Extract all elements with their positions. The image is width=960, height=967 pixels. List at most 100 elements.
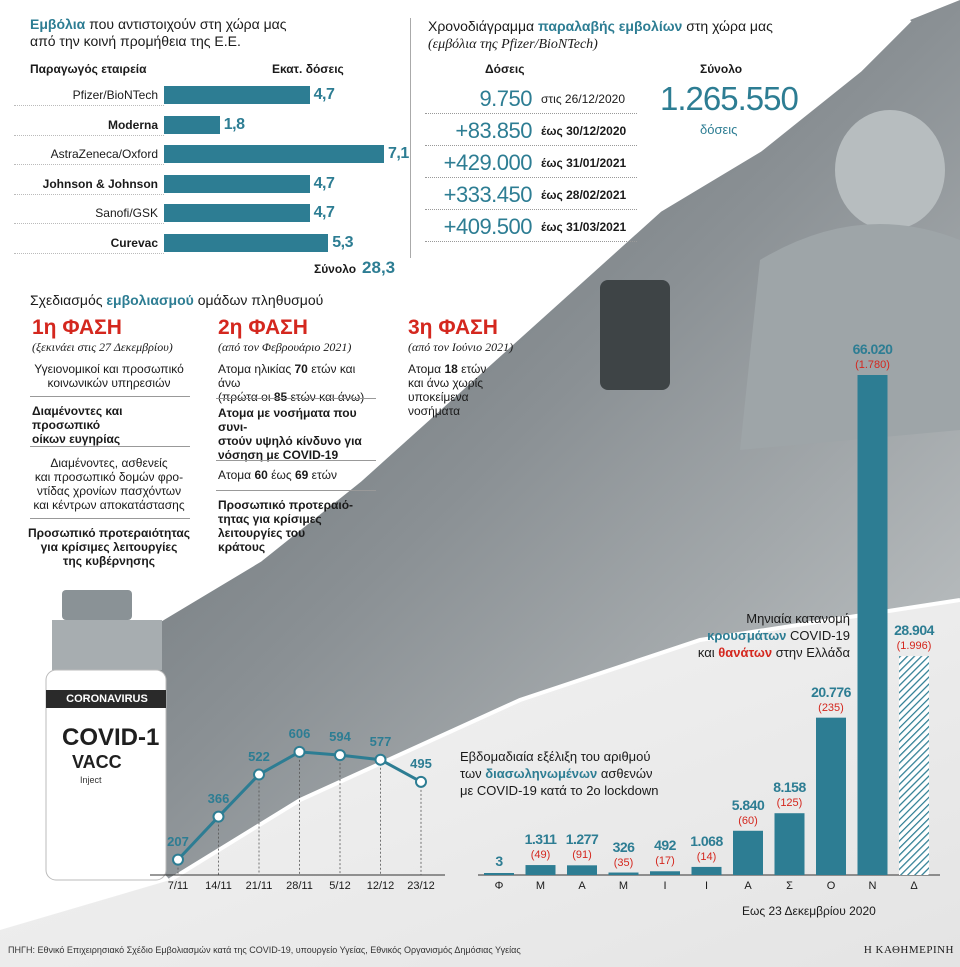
monthly-bar <box>733 830 763 875</box>
phase2-title: 2η ΦΑΣΗ <box>218 316 308 339</box>
timeline-date: έως 30/12/2020 <box>541 123 627 138</box>
monthly-bar <box>567 865 597 875</box>
monthly-case-label: 492 <box>654 837 676 854</box>
monthly-case-label: 1.311 <box>524 831 557 848</box>
vaccine-bar-row: AstraZeneca/Oxford 7,1 <box>14 143 409 165</box>
source-note: ΠΗΓΗ: Εθνικό Επιχειρησιακό Σχέδιο Εμβολι… <box>8 945 521 955</box>
weekly-value-label: 495 <box>410 755 432 771</box>
phase2-divider <box>216 490 376 491</box>
monthly-death-label: (14) <box>696 850 717 863</box>
doctor-figure <box>835 110 945 230</box>
timeline-col-total: Σύνολο <box>700 62 743 76</box>
weekly-point <box>415 775 427 788</box>
vaccine-bar <box>164 115 220 134</box>
vaccine-bar <box>164 174 310 193</box>
phase2-group4: Προσωπικό προτεραιό-τητας για κρίσιμες λε… <box>218 498 354 554</box>
timeline-date: στις 26/12/2020 <box>541 91 625 106</box>
monthly-death-label: (35) <box>613 856 634 869</box>
weekly-point <box>293 745 306 758</box>
phase3-title: 3η ΦΑΣΗ <box>408 316 498 339</box>
weekly-value-label: 522 <box>248 748 270 764</box>
monthly-month-label: Ι <box>704 880 709 892</box>
col-doses: Εκατ. δόσεις <box>272 62 344 76</box>
vaccine-bar-label: AstraZeneca/Oxford <box>14 143 164 165</box>
vaccine-bar-value: 4,7 <box>313 86 335 103</box>
monthly-bar <box>484 873 514 875</box>
timeline-date: έως 28/02/2021 <box>541 187 627 202</box>
vaccines-total: Σύνολο 28,3 <box>314 258 395 278</box>
vaccine-bar-value: 7,1 <box>388 145 409 162</box>
vial-label-covid: COVID-1 <box>62 724 160 751</box>
timeline-dose: +409.500 <box>443 213 533 239</box>
phase1-divider <box>30 518 190 519</box>
monthly-month-label: Ν <box>868 880 877 892</box>
timeline-dose: +333.450 <box>443 181 533 207</box>
weekly-x-label: 14/11 <box>205 880 232 892</box>
monthly-death-label: (1.780) <box>855 359 890 371</box>
weekly-value-label: 577 <box>369 733 392 749</box>
monthly-bar <box>899 656 929 875</box>
monthly-bar <box>525 865 556 875</box>
phase1-divider <box>30 446 190 447</box>
timeline-row: +409.500 έως 31/03/2021 <box>425 212 637 242</box>
vaccine-bar-row: Sanofi/GSK 4,7 <box>14 202 335 224</box>
vaccine-bar-row: Pfizer/BioNTech 4,7 <box>14 84 335 106</box>
weekly-x-label: 7/11 <box>167 880 189 892</box>
total-value: 28,3 <box>362 258 396 277</box>
weekly-value-label: 606 <box>288 725 311 741</box>
vaccines-title: Εμβόλια που αντιστοιχούν στη χώρα μας απ… <box>30 16 287 49</box>
monthly-month-label: Σ <box>786 880 793 892</box>
monthly-month-label: Μ <box>618 880 629 892</box>
vial-label-coronavirus: CORONAVIRUS <box>66 693 148 705</box>
vaccine-vial <box>45 590 167 881</box>
timeline-date: έως 31/03/2021 <box>541 219 627 234</box>
phase2-divider <box>216 398 376 399</box>
section-divider <box>410 18 411 258</box>
vaccine-bar-label: Curevac <box>14 232 164 254</box>
timeline-row: +83.850 έως 30/12/2020 <box>425 116 637 146</box>
phase3-group1: Ατομα 18 ετών και άνω χωρίς υποκείμενα νοσ… <box>408 362 487 418</box>
monthly-case-label: 28.904 <box>894 622 934 639</box>
vaccine-bar <box>164 233 329 252</box>
monthly-month-label: Α <box>578 880 586 892</box>
phase2-group1: Ατομα ηλικίας 70 ετών και άνω (πρώτα οι … <box>218 362 365 404</box>
vaccine-bar-value: 4,7 <box>313 204 335 221</box>
monthly-case-label: 5.840 <box>731 796 765 813</box>
timeline-row: 9.750 στις 26/12/2020 <box>425 84 637 114</box>
monthly-death-label: (91) <box>572 849 592 862</box>
weekly-x-label: 21/11 <box>245 880 273 892</box>
monthly-death-label: (49) <box>530 849 551 862</box>
phase1-sub: (ξεκινάει στις 27 Δεκεμβρίου) <box>32 340 173 354</box>
monthly-death-label: (60) <box>738 814 758 827</box>
weekly-x-label: 28/11 <box>286 880 313 892</box>
phase2-divider <box>216 460 376 461</box>
monthly-bar <box>857 375 888 875</box>
timeline-date: έως 31/01/2021 <box>541 155 627 170</box>
vaccine-bar-label: Moderna <box>14 114 164 136</box>
timeline-dose: +83.850 <box>455 117 532 143</box>
monthly-death-label: (125) <box>776 797 803 810</box>
vaccine-bar-row: Curevac 5,3 <box>14 232 353 254</box>
vaccine-bar-value: 1,8 <box>223 115 245 133</box>
weekly-point <box>212 810 225 823</box>
monthly-death-label: (17) <box>655 855 675 868</box>
weekly-x-label: 12/12 <box>366 880 395 892</box>
timeline-title: Χρονοδιάγραμμα παραλαβής εμβολίων στη χώ… <box>428 18 773 52</box>
weekly-point <box>334 749 346 762</box>
weekly-value-label: 207 <box>167 833 189 849</box>
monthly-bar <box>691 866 722 875</box>
monthly-month-label: Φ <box>494 880 504 892</box>
monthly-bar <box>608 872 639 875</box>
weekly-point <box>253 768 265 781</box>
monthly-case-label: 1.068 <box>690 832 723 849</box>
col-company: Παραγωγός εταιρεία <box>30 62 147 76</box>
monthly-month-label: Μ <box>535 880 546 892</box>
vaccine-bar <box>164 145 384 163</box>
phase1-divider <box>30 396 190 397</box>
timeline-row: +429.000 έως 31/01/2021 <box>425 148 637 178</box>
phase3-sub: (από τον Ιούνιο 2021) <box>408 340 514 354</box>
monthly-case-label: 3 <box>495 853 503 869</box>
vaccine-bar-value: 5,3 <box>332 233 353 251</box>
